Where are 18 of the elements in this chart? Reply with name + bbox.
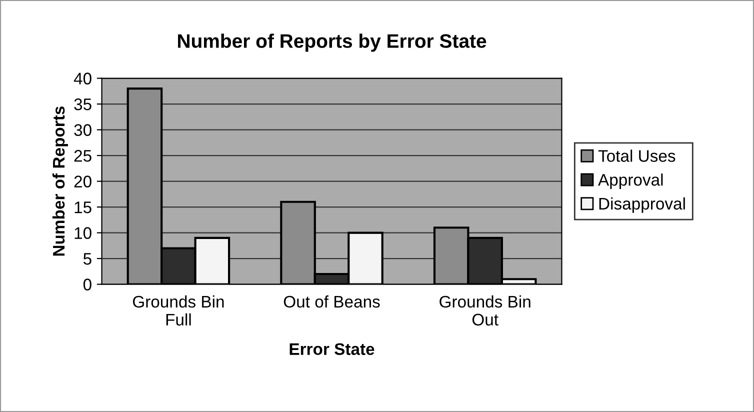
y-tick-label: 40 (74, 72, 92, 84)
y-tick-label: 10 (74, 227, 92, 239)
x-tick-label: Grounds Bin Out (440, 295, 530, 326)
x-axis-title: Error State (290, 343, 374, 356)
y-tick-label: 35 (74, 98, 92, 110)
y-axis-title: Number of Reports (52, 106, 68, 256)
y-tick-label: 0 (83, 278, 92, 290)
legend-label: Disapproval (599, 197, 685, 213)
y-tick-label: 15 (74, 202, 92, 214)
legend-label: Total Uses (598, 150, 676, 162)
x-tick-label: Out of Beans (284, 295, 380, 308)
chart-title: Number of Reports by Error State (178, 34, 486, 52)
y-tick-label: 20 (74, 176, 92, 188)
y-tick-label: 25 (74, 150, 92, 162)
legend-label: Approval (598, 174, 663, 190)
y-tick-label: 5 (83, 253, 92, 265)
y-tick-label: 30 (74, 124, 92, 136)
x-tick-label: Grounds Bin Full (132, 295, 224, 326)
